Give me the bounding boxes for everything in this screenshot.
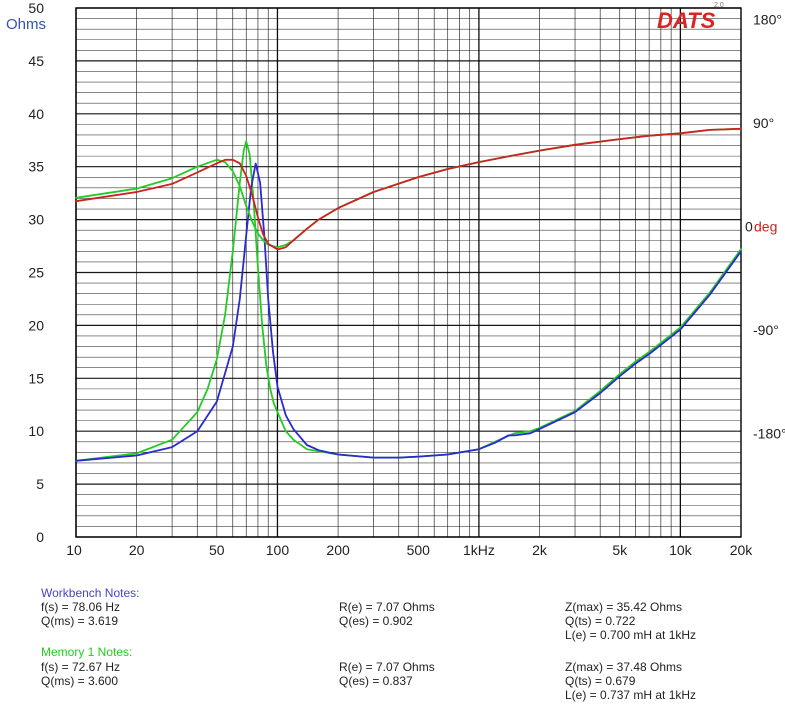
memory-notes-col2: R(e) = 7.07 Ohms Q(es) = 0.837 [339, 660, 435, 688]
workbench-qms: Q(ms) = 3.619 [41, 614, 119, 628]
x-tick-label: 20 [129, 542, 145, 558]
workbench-notes-title: Workbench Notes: [41, 586, 140, 600]
workbench-notes-col1: f(s) = 78.06 Hz Q(ms) = 3.619 [41, 600, 120, 628]
memory-fs: f(s) = 72.67 Hz [41, 660, 121, 674]
x-tick-label: 10 [66, 542, 82, 558]
y-tick-label: 20 [28, 317, 44, 333]
brand-logo: DATS [657, 8, 716, 33]
y-tick-label: 30 [28, 212, 44, 228]
axis-labels: 0 5 10 15 20 25 30 35 40 45 50 10 20 50 100 200 500 1kHz 2… [28, 0, 785, 558]
x-tick-label: 5k [612, 542, 628, 558]
plot-frame [75, 7, 742, 538]
workbench-re: R(e) = 7.07 Ohms [339, 600, 435, 614]
memory-impedance-line [75, 140, 742, 462]
x-tick-label: 20k [730, 542, 754, 558]
x-tick-label: 500 [407, 542, 431, 558]
workbench-notes-col2: R(e) = 7.07 Ohms Q(es) = 0.902 [339, 600, 435, 628]
x-tick-label: 50 [209, 542, 225, 558]
y-tick-label: 15 [28, 370, 44, 386]
y2-tick-label: 180° [753, 12, 782, 28]
y-axis-label: Ohms [6, 16, 46, 33]
impedance-chart: 0 5 10 15 20 25 30 35 40 45 50 10 20 50 100 200 500 1kHz 2… [6, 0, 785, 558]
y2-tick-label: 0 [745, 219, 753, 235]
y2-tick-label: -180° [753, 426, 785, 442]
y2-tick-label: -90° [753, 322, 779, 338]
memory-qms: Q(ms) = 3.600 [41, 674, 119, 688]
x-tick-label: 100 [266, 542, 290, 558]
workbench-impedance-line [75, 162, 742, 462]
y-tick-label: 35 [28, 159, 44, 175]
y-tick-label: 45 [28, 53, 44, 69]
memory-qts: Q(ts) = 0.679 [565, 674, 636, 688]
x-tick-label: 1kHz [463, 542, 495, 558]
y-tick-label: 5 [36, 476, 44, 492]
y2-unit-label: deg [754, 219, 777, 235]
y-tick-label: 50 [28, 0, 44, 16]
x-tick-label: 200 [326, 542, 350, 558]
workbench-le: L(e) = 0.700 mH at 1kHz [565, 628, 697, 642]
brand-version: 2.0 [714, 2, 724, 9]
y2-tick-label: 90° [753, 115, 774, 131]
y-tick-label: 0 [36, 529, 44, 545]
memory-zmax: Z(max) = 37.48 Ohms [565, 660, 683, 674]
series-layer [75, 127, 742, 462]
memory-le: L(e) = 0.737 mH at 1kHz [565, 688, 697, 702]
x-tick-label: 2k [532, 542, 548, 558]
memory-re: R(e) = 7.07 Ohms [339, 660, 435, 674]
workbench-qts: Q(ts) = 0.722 [565, 614, 636, 628]
chart-grid [75, 7, 742, 538]
memory-notes-col1: f(s) = 72.67 Hz Q(ms) = 3.600 [41, 660, 120, 688]
x-tick-label: 10k [669, 542, 693, 558]
workbench-notes-col3: Z(max) = 35.42 Ohms Q(ts) = 0.722 L(e) =… [565, 600, 696, 642]
memory-notes-col3: Z(max) = 37.48 Ohms Q(ts) = 0.679 L(e) =… [565, 660, 696, 702]
workbench-qes: Q(es) = 0.902 [339, 614, 413, 628]
workbench-phase-line [75, 127, 742, 251]
y-tick-label: 10 [28, 423, 44, 439]
workbench-zmax: Z(max) = 35.42 Ohms [565, 600, 683, 614]
workbench-fs: f(s) = 78.06 Hz [41, 600, 121, 614]
y-tick-label: 40 [28, 106, 44, 122]
memory-notes-title: Memory 1 Notes: [41, 645, 133, 659]
memory-qes: Q(es) = 0.837 [339, 674, 413, 688]
y-tick-label: 25 [28, 265, 44, 281]
